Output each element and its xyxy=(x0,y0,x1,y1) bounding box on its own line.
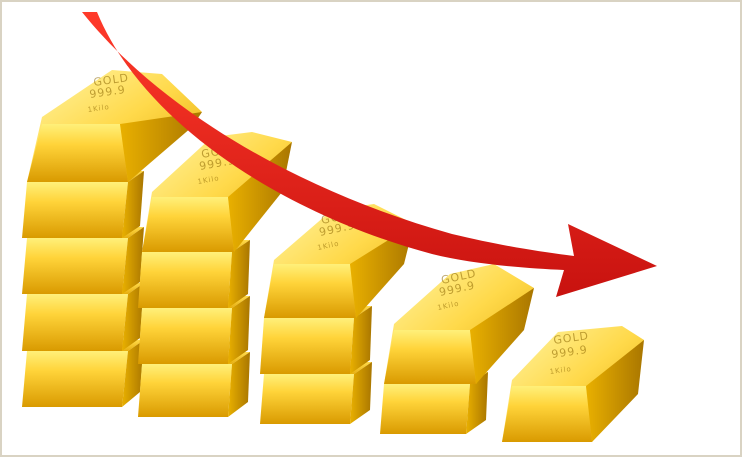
gold-bar-top: GOLD 999.9 1Kilo xyxy=(27,70,202,182)
gold-bar-top: GOLD 999.9 1Kilo xyxy=(502,326,644,442)
gold-stack-1: GOLD 999.9 1Kilo xyxy=(22,70,202,407)
bar-engraving: 1Kilo xyxy=(549,365,572,376)
bar-engraving: 1Kilo xyxy=(87,103,110,114)
bar-engraving: 1Kilo xyxy=(197,174,220,186)
gold-stack-5: GOLD 999.9 1Kilo xyxy=(502,326,644,442)
gold-stack-2: GOLD 999.9 1Kilo xyxy=(138,132,292,417)
gold-bar-top: GOLD 999.9 1Kilo xyxy=(384,264,534,384)
bar-engraving: GOLD xyxy=(93,71,130,89)
bar-engraving: GOLD xyxy=(553,329,590,347)
bar-engraving: 999.9 xyxy=(551,343,589,361)
bar-engraving: 999.9 xyxy=(89,83,127,101)
gold-stack-4: GOLD 999.9 1Kilo xyxy=(380,264,534,434)
downward-trend-arrow xyxy=(82,12,657,297)
